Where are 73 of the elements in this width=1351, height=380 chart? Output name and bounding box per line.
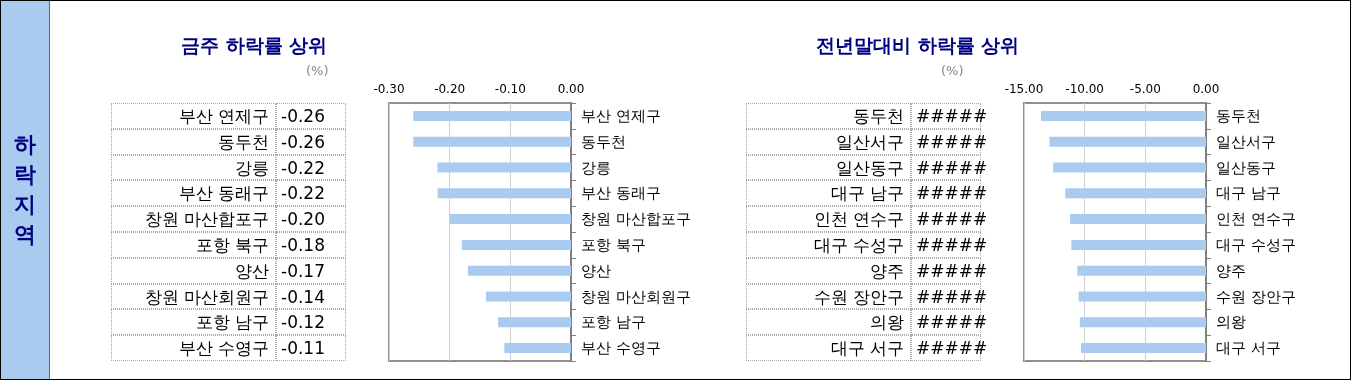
category-label: 양주 <box>870 260 904 281</box>
category-label: 포항 남구 <box>195 312 269 333</box>
y-tick-label: 대구 수성구 <box>1216 235 1296 254</box>
y-tick-label: 창원 마산회원구 <box>581 287 691 306</box>
data-label: ##### <box>915 105 988 128</box>
y-tick-label: 동두천 <box>1216 106 1261 125</box>
data-label: ##### <box>915 285 988 309</box>
chart-title: 금주 하락률 상위 <box>181 33 328 58</box>
x-tick-label: -0.20 <box>434 82 466 96</box>
data-label: -0.22 <box>276 154 346 181</box>
y-tick-label: 강릉 <box>581 158 611 177</box>
category-label: 일산동구 <box>836 157 904 178</box>
data-label: -0.17 <box>276 257 346 284</box>
y-tick-label: 포항 남구 <box>581 313 646 332</box>
category-label: 수원 장안구 <box>813 286 904 307</box>
text: (%) <box>941 63 964 78</box>
category-label: 의왕 <box>870 312 904 333</box>
category-label: 부산 연제구 <box>178 106 269 126</box>
category-label: 일산서구 <box>836 131 904 152</box>
data-label: -0.11 <box>276 335 346 361</box>
y-tick-label: 의왕 <box>1216 313 1246 332</box>
y-tick-label: 부산 연제구 <box>581 106 661 125</box>
category-label: 대구 수성구 <box>813 235 904 255</box>
category-label: 강릉 <box>235 157 269 178</box>
category-label: 인천 연수구 <box>813 209 904 230</box>
y-tick-label: 부산 동래구 <box>581 184 661 203</box>
x-tick-label: -0.10 <box>494 82 526 96</box>
y-tick-label: 일산서구 <box>1216 132 1276 151</box>
data-label: -0.12 <box>276 309 346 336</box>
data-label: -0.20 <box>276 206 346 232</box>
category-label: 대구 서구 <box>830 338 904 359</box>
x-tick-label: -5.00 <box>1129 82 1161 96</box>
x-tick-label: 0.00 <box>557 82 585 96</box>
y-tick-label: 대구 남구 <box>1216 184 1281 203</box>
y-tick-label: 동두천 <box>581 132 626 151</box>
y-tick-label: 포항 북구 <box>581 235 646 254</box>
category-label: 포항 북구 <box>195 235 269 255</box>
data-label: ##### <box>915 311 988 335</box>
category-label: 창원 마산합포구 <box>144 209 269 230</box>
y-tick-label: 인천 연수구 <box>1216 210 1296 229</box>
data-label: ##### <box>915 182 988 206</box>
category-label: 동두천 <box>853 106 904 126</box>
category-label: 동두천 <box>218 131 269 152</box>
x-tick-label: 0.00 <box>1192 82 1220 96</box>
data-label: -0.18 <box>276 232 346 258</box>
x-tick-label: -15.00 <box>1004 82 1044 96</box>
data-label: ##### <box>915 234 988 257</box>
category-label: 창원 마산회원구 <box>144 286 269 307</box>
data-label: -0.14 <box>276 283 346 310</box>
text: (%) <box>306 63 329 78</box>
category-label: 부산 수영구 <box>178 338 269 359</box>
data-label: ##### <box>915 337 988 361</box>
y-tick-label: 대구 서구 <box>1216 339 1281 358</box>
category-label: 부산 동래구 <box>178 183 269 204</box>
category-label: 대구 남구 <box>830 183 904 204</box>
data-label: -0.26 <box>276 128 346 155</box>
category-label: 양산 <box>235 260 269 281</box>
y-tick-label: 양주 <box>1216 261 1246 280</box>
text: 하락지역 <box>13 131 37 249</box>
x-tick-label: -0.30 <box>373 82 405 96</box>
y-tick-label: 양산 <box>581 261 611 280</box>
data-label: ##### <box>915 208 988 232</box>
data-label: ##### <box>915 130 988 154</box>
data-label: ##### <box>915 259 988 283</box>
y-tick-label: 일산동구 <box>1216 158 1276 177</box>
y-tick-label: 수원 장안구 <box>1216 287 1296 306</box>
y-tick-label: 부산 수영구 <box>581 339 661 358</box>
y-tick-label: 창원 마산합포구 <box>581 210 691 229</box>
data-label: ##### <box>915 156 988 180</box>
data-label: -0.22 <box>276 180 346 207</box>
x-tick-label: -10.00 <box>1065 82 1105 96</box>
data-label: -0.26 <box>276 103 346 129</box>
chart-title: 전년말대비 하락률 상위 <box>816 33 1020 58</box>
